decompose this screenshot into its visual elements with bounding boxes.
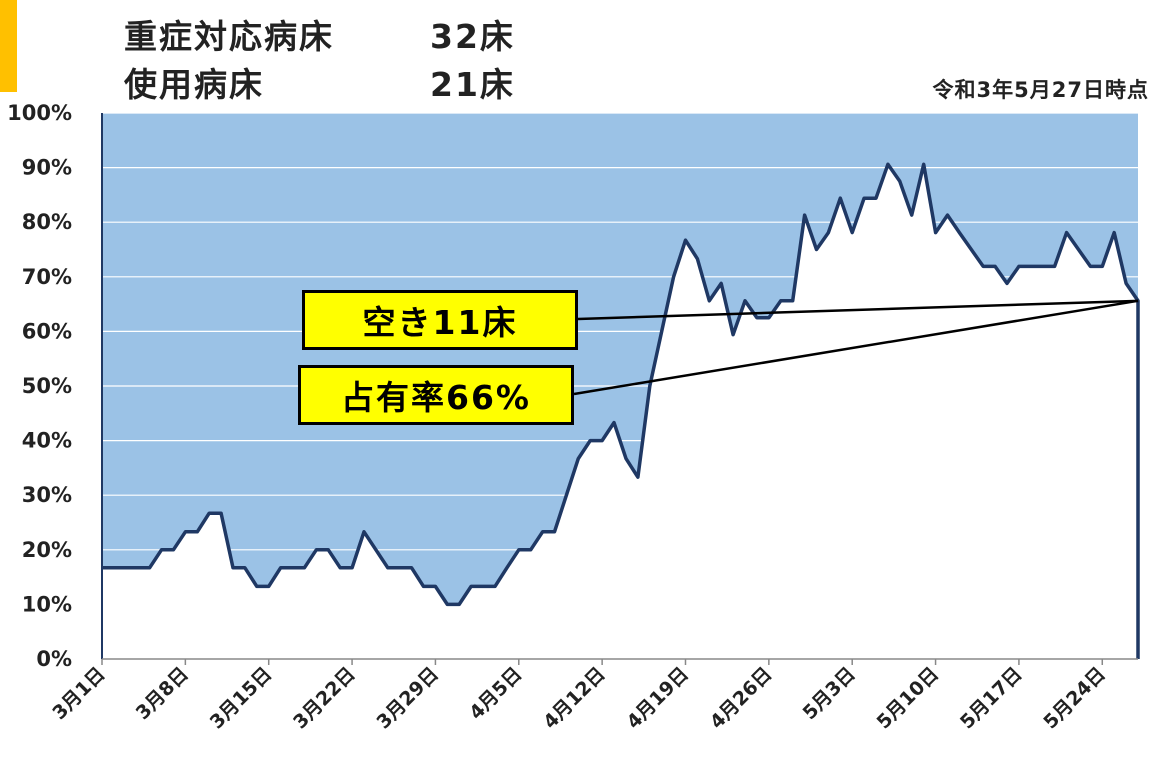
x-tick-label: 5月3日 [799, 663, 860, 724]
callout-occupancy-rate: 占有率66% [298, 365, 574, 425]
header-total-beds-label: 重症対応病床 [124, 17, 334, 56]
y-tick-label: 90% [22, 156, 72, 180]
x-tick-label: 3月1日 [48, 663, 109, 724]
series-line-occupancy [102, 162, 1140, 659]
y-tick-label: 70% [22, 265, 72, 289]
callout-leader-lines [573, 299, 1139, 396]
timestamp: 令和3年5月27日時点 [932, 78, 1149, 102]
x-tick-label: 4月19日 [623, 663, 693, 733]
leader-line-occupancy [573, 299, 1139, 396]
y-tick-label: 100% [7, 101, 72, 125]
y-tick-label: 60% [22, 319, 72, 343]
y-tick-label: 10% [22, 592, 72, 616]
y-tick-label: 50% [22, 374, 72, 398]
x-tick-label: 3月22日 [289, 663, 359, 733]
y-tick-label: 20% [22, 538, 72, 562]
y-tick-label: 30% [22, 483, 72, 507]
x-tick-label: 5月24日 [1039, 663, 1109, 733]
y-tick-label: 0% [36, 647, 72, 671]
x-tick-label: 4月5日 [465, 663, 526, 724]
callout-vacant-beds: 空き11床 [302, 290, 578, 350]
y-tick-label: 40% [22, 429, 72, 453]
accent-bar [0, 0, 17, 92]
x-tick-label: 5月17日 [956, 663, 1026, 733]
leader-line-vacant [577, 299, 1139, 321]
x-tick-label: 3月29日 [372, 663, 442, 733]
x-tick-label: 5月10日 [873, 663, 943, 733]
header-used-beds-value: 21床 [430, 65, 515, 104]
header-total-beds-value: 32床 [430, 17, 515, 56]
header-used-beds-label: 使用病床 [124, 65, 264, 104]
occupied-area [102, 164, 1138, 660]
y-tick-label: 80% [22, 210, 72, 234]
x-tick-label: 3月8日 [132, 663, 193, 724]
x-tick-label: 4月12日 [539, 663, 609, 733]
x-tick-labels: 3月1日 3月8日 3月15日 3月22日 3月29日 4月5日 4月12日 4月19日 4月2… [48, 659, 1110, 733]
x-tick-label: 3月15日 [206, 663, 276, 733]
y-tick-labels: 0% 10% 20% 30% 40% 50% 60% 70% 80% 90% 100% [7, 101, 72, 671]
x-tick-label: 4月26日 [706, 663, 776, 733]
